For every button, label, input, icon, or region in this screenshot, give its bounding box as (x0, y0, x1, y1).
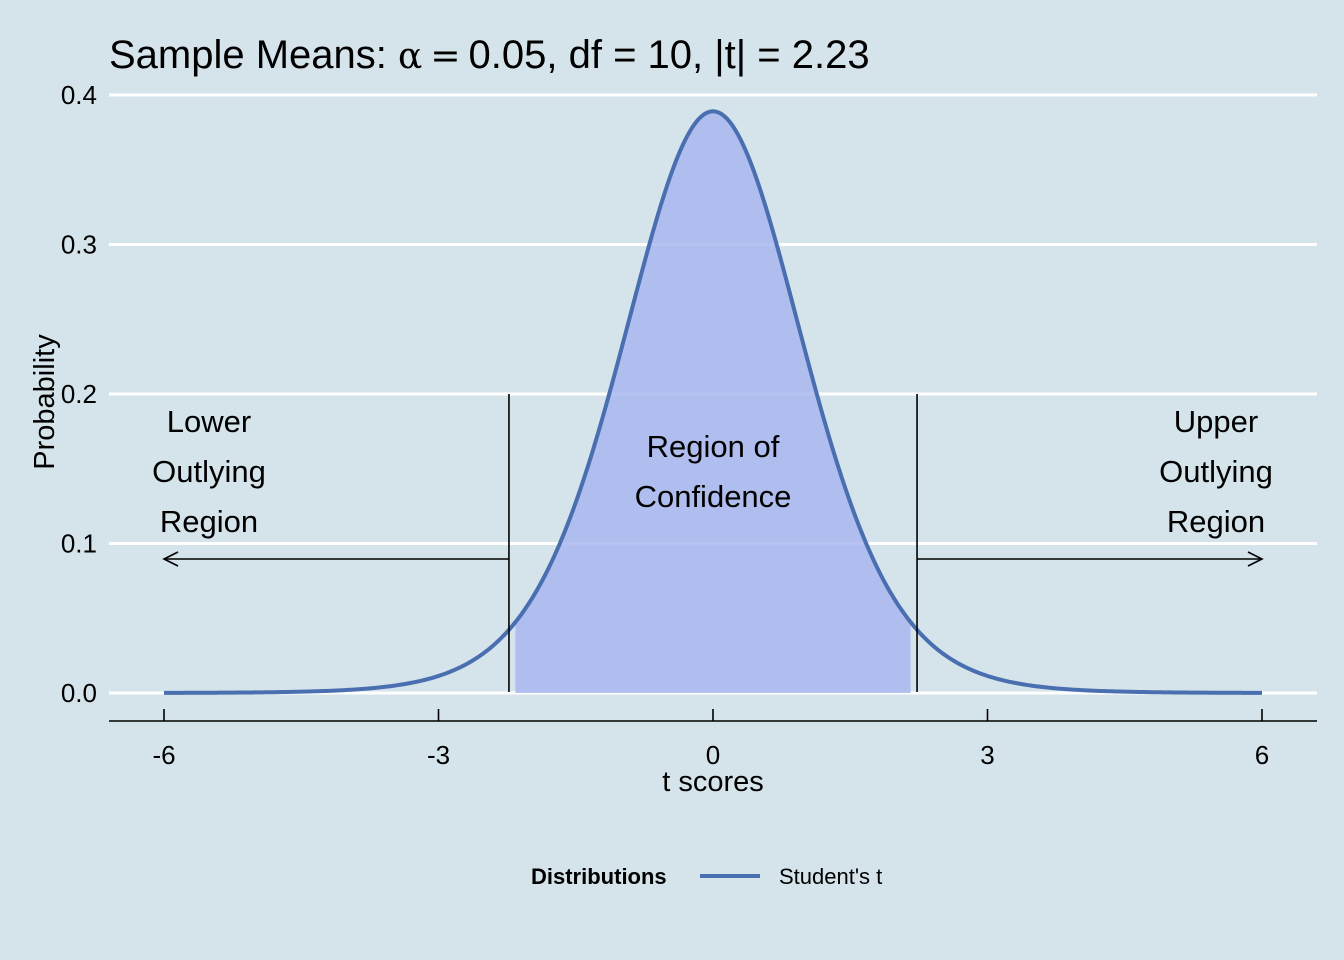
legend-title: Distributions (531, 864, 667, 889)
legend: Distributions Student's t (531, 864, 882, 889)
arrow-head (162, 551, 179, 567)
title-equals: = (430, 36, 460, 77)
y-axis-ticks: 0.0 0.1 0.2 0.3 0.4 (61, 80, 97, 708)
x-tick-label: 3 (980, 740, 994, 770)
lower-label-line-3: Region (160, 504, 258, 539)
arrow-head (1247, 551, 1264, 567)
legend-label: Student's t (779, 864, 882, 889)
upper-label-line-2: Outlying (1159, 454, 1273, 489)
lower-region-arrow (162, 551, 509, 567)
upper-region-arrow (917, 551, 1264, 567)
y-axis-title: Probability (29, 334, 61, 470)
y-tick-label: 0.2 (61, 379, 97, 409)
title-suffix: 0.05, df = 10, |t| = 2.23 (469, 33, 870, 77)
alpha-symbol: α (398, 36, 422, 77)
y-tick-label: 0.0 (61, 678, 97, 708)
center-label-line-1: Region of (647, 429, 780, 464)
y-tick-label: 0.1 (61, 529, 97, 559)
y-tick-label: 0.3 (61, 230, 97, 260)
x-tick-label: -3 (427, 740, 450, 770)
upper-label-line-1: Upper (1174, 404, 1258, 439)
x-tick-label: -6 (152, 740, 175, 770)
x-axis-title: t scores (662, 766, 764, 798)
lower-label-line-1: Lower (167, 404, 251, 439)
upper-region-label: Upper Outlying Region (1159, 404, 1273, 539)
x-axis-ticks: -6 -3 0 3 6 (152, 709, 1269, 770)
center-label-line-2: Confidence (635, 479, 792, 514)
chart-title: Sample Means: α = 0.05, df = 10, |t| = 2.2… (109, 33, 870, 77)
y-tick-label: 0.4 (61, 80, 97, 110)
x-tick-label: 0 (706, 740, 720, 770)
title-prefix: Sample Means: (109, 33, 398, 77)
density-curve (163, 109, 1263, 695)
lower-region-label: Lower Outlying Region (152, 404, 266, 539)
center-region-label: Region of Confidence (635, 429, 792, 514)
upper-label-line-3: Region (1167, 504, 1265, 539)
x-tick-label: 6 (1255, 740, 1269, 770)
confidence-region-area (515, 111, 911, 693)
lower-label-line-2: Outlying (152, 454, 266, 489)
